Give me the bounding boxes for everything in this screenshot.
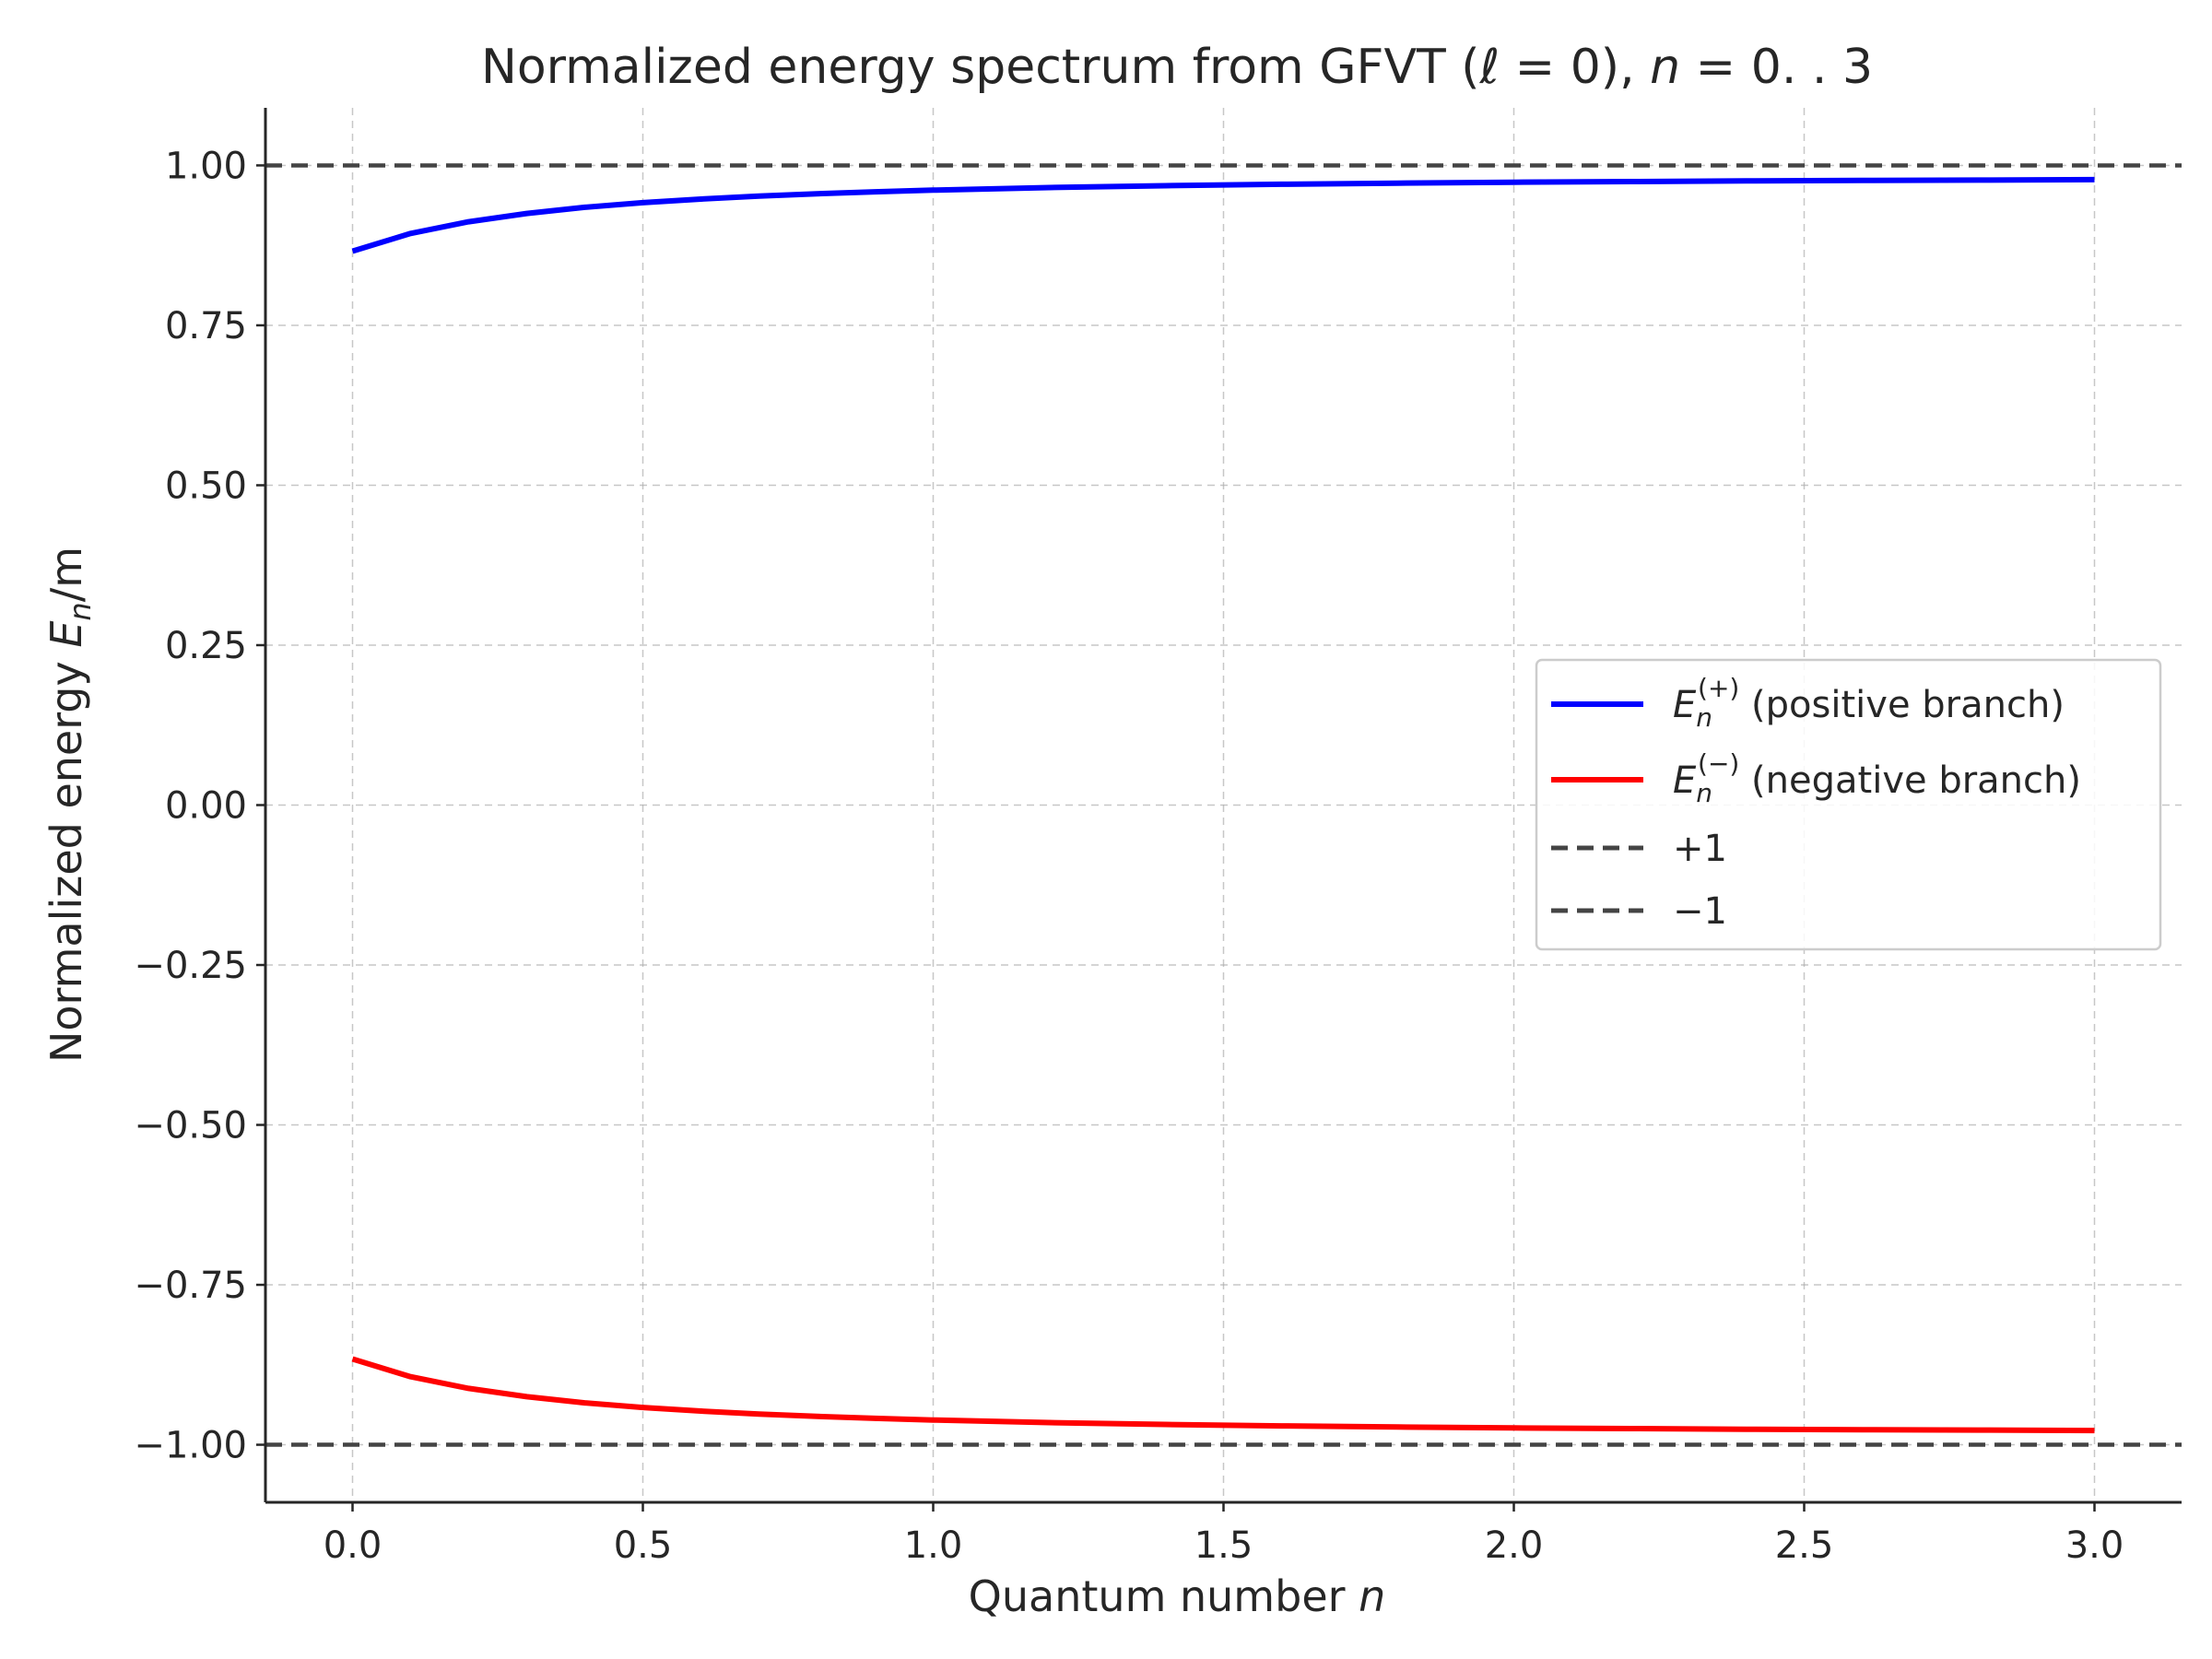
legend-label-negative: En(−) (negative branch) <box>1673 748 2081 808</box>
y-tick-label: −1.00 <box>134 1425 247 1467</box>
y-tick-label: 0.50 <box>165 465 247 507</box>
x-tick-label: 0.5 <box>614 1524 673 1567</box>
chart-title: Normalized energy spectrum from GFVT (ℓ … <box>481 40 1873 95</box>
legend-label-positive: En(+) (positive branch) <box>1673 673 2065 733</box>
series-line-negative <box>351 1356 2095 1434</box>
x-tick-label: 2.0 <box>1485 1524 1544 1567</box>
reference-lines <box>265 163 2182 1447</box>
x-axis-label: Quantum number n <box>969 1571 1386 1621</box>
x-tick-label: 0.0 <box>324 1524 382 1567</box>
x-axis-ticks: 0.0 0.5 1.0 1.5 2.0 2.5 3.0 <box>324 1502 2124 1567</box>
y-axis-label: Normalized energy En/m <box>41 547 98 1063</box>
y-axis-ticks: 1.00 0.75 0.50 0.25 0.00 −0.25 −0.50 −0.75 −1.00 <box>134 145 265 1467</box>
y-tick-label: −0.50 <box>134 1105 247 1147</box>
y-tick-label: −0.25 <box>134 945 247 987</box>
y-tick-label: −0.75 <box>134 1265 247 1307</box>
x-tick-label: 1.5 <box>1194 1524 1253 1567</box>
x-tick-label: 2.5 <box>1775 1524 1834 1567</box>
x-tick-label: 1.0 <box>904 1524 963 1567</box>
x-tick-label: 3.0 <box>2065 1524 2124 1567</box>
legend-label-minus-one: −1 <box>1673 890 1727 933</box>
legend-label-plus-one: +1 <box>1673 828 1727 870</box>
y-tick-label: 0.25 <box>165 625 247 667</box>
y-tick-label: 0.75 <box>165 305 247 347</box>
legend: En(+) (positive branch) En(−) (negative … <box>1535 658 2162 951</box>
series-line-positive <box>351 176 2095 254</box>
series-lines <box>351 176 2095 1434</box>
legend-frame <box>1535 658 2162 951</box>
y-tick-label: 1.00 <box>165 145 247 187</box>
y-tick-label: 0.00 <box>165 785 247 828</box>
